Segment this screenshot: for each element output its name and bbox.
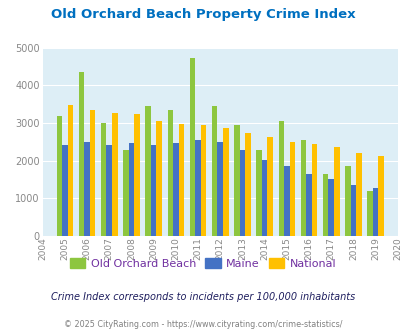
Bar xyxy=(278,121,284,236)
Bar xyxy=(217,142,222,236)
Bar xyxy=(328,179,333,236)
Bar xyxy=(167,110,173,236)
Bar xyxy=(200,125,206,236)
Bar xyxy=(344,166,350,236)
Legend: Old Orchard Beach, Maine, National: Old Orchard Beach, Maine, National xyxy=(65,254,340,273)
Bar xyxy=(68,105,73,236)
Text: Crime Index corresponds to incidents per 100,000 inhabitants: Crime Index corresponds to incidents per… xyxy=(51,292,354,302)
Bar xyxy=(84,142,90,236)
Bar xyxy=(239,150,245,236)
Bar xyxy=(90,110,95,236)
Bar xyxy=(106,145,112,236)
Bar xyxy=(195,140,200,236)
Bar xyxy=(333,147,339,236)
Bar xyxy=(128,144,134,236)
Bar xyxy=(311,144,317,236)
Bar xyxy=(355,153,361,236)
Bar xyxy=(173,143,178,236)
Bar xyxy=(261,160,267,236)
Bar xyxy=(256,150,261,236)
Bar xyxy=(79,72,84,236)
Bar xyxy=(156,121,162,236)
Bar xyxy=(123,150,128,236)
Bar xyxy=(178,124,184,236)
Bar xyxy=(322,174,328,236)
Bar xyxy=(56,116,62,236)
Bar xyxy=(289,142,294,236)
Bar xyxy=(245,133,250,236)
Bar xyxy=(134,115,139,236)
Bar xyxy=(222,128,228,236)
Bar xyxy=(62,145,68,236)
Bar xyxy=(284,166,289,236)
Bar xyxy=(350,185,355,236)
Bar xyxy=(367,191,372,236)
Text: © 2025 CityRating.com - https://www.cityrating.com/crime-statistics/: © 2025 CityRating.com - https://www.city… xyxy=(64,320,341,329)
Bar xyxy=(145,106,151,236)
Bar xyxy=(112,113,117,236)
Bar xyxy=(234,125,239,236)
Bar xyxy=(300,140,305,236)
Bar xyxy=(101,123,106,236)
Bar xyxy=(372,188,377,236)
Bar xyxy=(189,58,195,236)
Bar xyxy=(211,106,217,236)
Bar xyxy=(267,137,272,236)
Text: Old Orchard Beach Property Crime Index: Old Orchard Beach Property Crime Index xyxy=(51,8,354,21)
Bar xyxy=(377,156,383,236)
Bar xyxy=(151,145,156,236)
Bar xyxy=(305,174,311,236)
